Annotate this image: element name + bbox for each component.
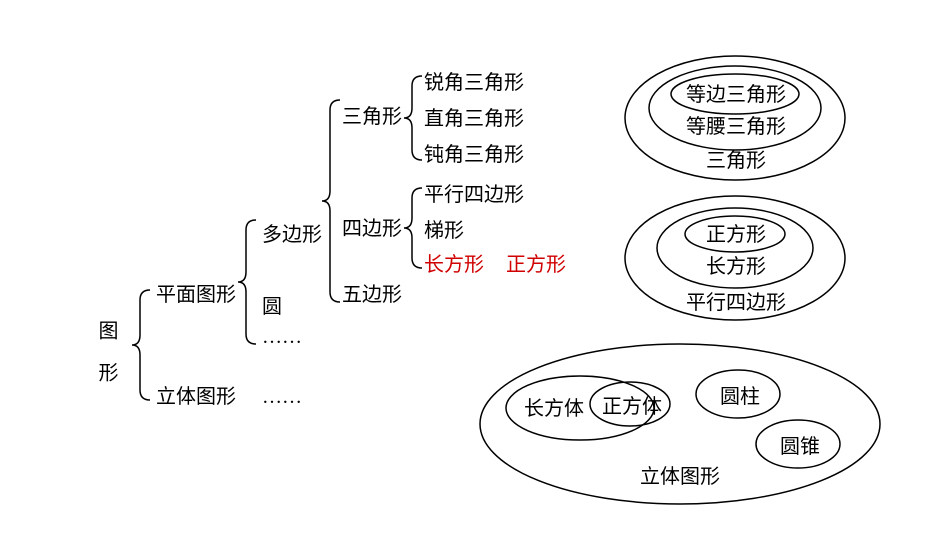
node-solid: 立体图形 (156, 386, 236, 408)
node-right-triangle: 直角三角形 (424, 108, 524, 130)
node-parallelogram: 平行四边形 (424, 184, 524, 206)
venn-tri-middle: 等腰三角形 (686, 116, 786, 138)
node-quad: 四边形 (342, 218, 402, 240)
brace (404, 76, 422, 160)
brace (238, 220, 256, 344)
node-square: 正方形 (506, 254, 566, 276)
brace (132, 290, 150, 400)
venn-quad-inner: 正方形 (706, 224, 766, 246)
venn-solid-cube: 正方体 (602, 396, 662, 418)
venn-solid-cuboid: 长方体 (524, 398, 584, 420)
root-label: 图 形 (96, 320, 116, 382)
venn-quad-middle: 长方形 (706, 256, 766, 278)
venn-solid-cone: 圆锥 (780, 436, 820, 458)
node-circle: 圆 (262, 296, 282, 318)
venn-solid-outer: 立体图形 (640, 466, 720, 488)
node-acute-triangle: 锐角三角形 (424, 72, 524, 94)
node-trapezoid: 梯形 (424, 220, 464, 242)
node-rectangle: 长方形 (424, 254, 484, 276)
venn-tri-outer: 三角形 (706, 150, 766, 172)
node-solid-ellipsis: …… (262, 386, 302, 408)
node-triangle: 三角形 (342, 106, 402, 128)
venn-solid-cylinder: 圆柱 (720, 386, 760, 408)
venn-tri-inner: 等边三角形 (686, 84, 786, 106)
brace (322, 100, 340, 302)
node-obtuse-triangle: 钝角三角形 (424, 144, 524, 166)
node-pentagon: 五边形 (342, 284, 402, 306)
brace (404, 188, 422, 268)
node-flat-ellipsis: …… (262, 326, 302, 348)
node-flat: 平面图形 (156, 284, 236, 306)
venn-quad-outer: 平行四边形 (686, 292, 786, 314)
diagram-root: { "canvas": { "width": 937, "height": 54… (0, 0, 937, 540)
node-polygon: 多边形 (262, 224, 322, 246)
